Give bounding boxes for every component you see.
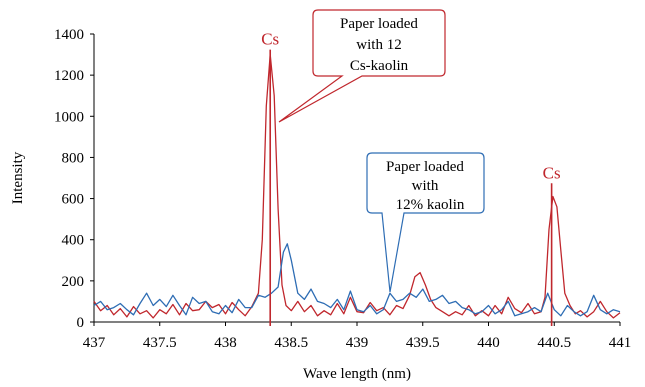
y-axis-title: Intensity xyxy=(10,151,26,204)
callout-cs-kaolin-box xyxy=(278,9,446,123)
callout-cs-kaolin-line-2: with 12 xyxy=(356,37,401,53)
series-lines xyxy=(93,53,621,319)
callout-kaolin-line-2: with xyxy=(412,178,439,194)
x-tick-label: 439.5 xyxy=(406,335,440,351)
x-tick-label: 440.5 xyxy=(537,335,571,351)
callout-cs-kaolin-line-1: Paper loaded xyxy=(340,16,418,32)
y-tick-label: 400 xyxy=(62,233,85,249)
callout-cs-kaolin-line-3: Cs-kaolin xyxy=(350,58,409,74)
y-tick-label: 1200 xyxy=(54,68,84,84)
y-tick-label: 600 xyxy=(62,192,85,208)
x-tick-label: 437 xyxy=(83,335,106,351)
callout-cs-kaolin: Paper loaded with 12 Cs-kaolin xyxy=(278,9,446,123)
callout-kaolin-line-3: 12% kaolin xyxy=(396,197,465,213)
x-tick-label: 440 xyxy=(477,335,500,351)
x-tick-label: 437.5 xyxy=(143,335,177,351)
y-tick-label: 1400 xyxy=(54,27,84,43)
peak-label: Cs xyxy=(543,163,561,182)
y-tick-label: 0 xyxy=(77,315,85,331)
x-tick-label: 438 xyxy=(214,335,237,351)
y-tick-labels: 0 200 400 600 800 1000 1200 1400 xyxy=(54,27,94,331)
x-tick-label: 439 xyxy=(346,335,369,351)
x-tick-label: 438.5 xyxy=(274,335,308,351)
y-tick-label: 1000 xyxy=(54,109,84,125)
y-tick-label: 800 xyxy=(62,150,85,166)
callout-kaolin: Paper loaded with 12% kaolin xyxy=(366,152,485,293)
series-line-1 xyxy=(93,53,621,319)
x-tick-label: 441 xyxy=(609,335,632,351)
x-axis-title: Wave length (nm) xyxy=(303,366,411,382)
x-tick-labels: 437 437.5 438 438.5 439 439.5 440 440.5 441 xyxy=(83,322,632,351)
peak-label: Cs xyxy=(261,30,279,49)
series-line-2 xyxy=(93,243,621,317)
callout-kaolin-line-1: Paper loaded xyxy=(386,159,464,175)
callout-kaolin-box xyxy=(366,152,485,293)
y-tick-label: 200 xyxy=(62,274,85,290)
peak-markers: Cs Cs xyxy=(261,30,561,326)
